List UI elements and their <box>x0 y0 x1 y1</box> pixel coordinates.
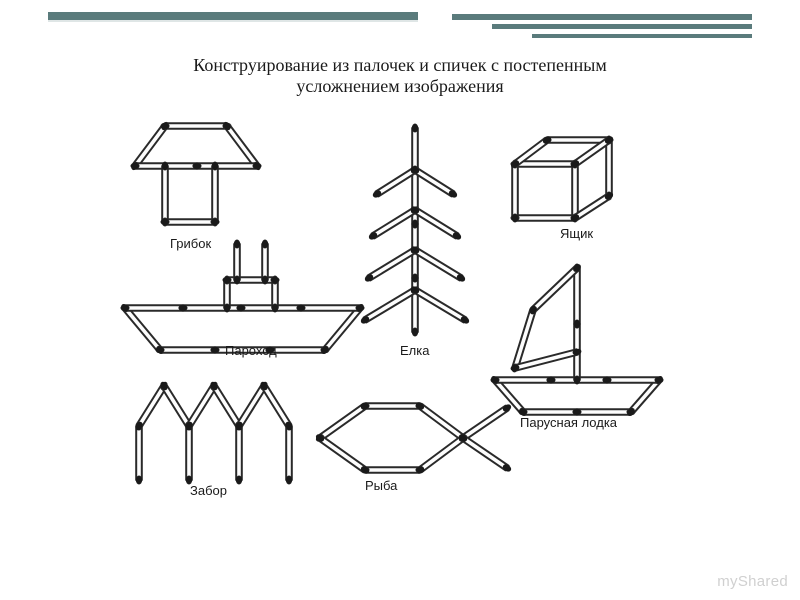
figure-mushroom <box>130 120 263 226</box>
figure-sailboat <box>490 263 665 418</box>
title-line-1: Конструирование из палочек и спичек с по… <box>0 55 800 76</box>
slide-title: Конструирование из палочек и спичек с по… <box>0 55 800 97</box>
label-steamship: Пароход <box>225 343 277 358</box>
label-mushroom: Грибок <box>170 236 211 251</box>
figure-fence <box>134 380 294 484</box>
figure-steamship <box>120 240 366 356</box>
figure-box <box>509 135 614 223</box>
label-fence: Забор <box>190 483 227 498</box>
title-line-2: усложнением изображения <box>0 76 800 97</box>
deco-bar <box>48 20 418 22</box>
matchstick-diagram: Грибок Пароход Елка Ящик Парусная лодка Забор… <box>115 118 685 518</box>
label-sailboat: Парусная лодка <box>520 415 617 430</box>
deco-bar <box>452 14 752 20</box>
deco-bar <box>532 34 752 38</box>
label-box: Ящик <box>560 226 593 241</box>
figure-tree <box>359 124 470 337</box>
deco-bar <box>48 12 418 20</box>
watermark: myShared <box>717 573 788 590</box>
deco-bar <box>492 24 752 29</box>
label-fish: Рыба <box>365 478 397 493</box>
label-tree: Елка <box>400 343 429 358</box>
figure-fish <box>314 401 512 476</box>
diagram-svg <box>115 118 685 518</box>
